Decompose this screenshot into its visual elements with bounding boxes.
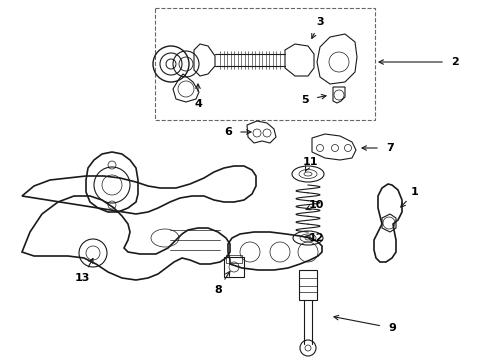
- Text: 11: 11: [302, 157, 318, 167]
- Text: 12: 12: [308, 233, 324, 243]
- Text: 9: 9: [388, 323, 396, 333]
- Text: 4: 4: [194, 99, 202, 109]
- Bar: [155, 8, 375, 120]
- Text: 8: 8: [214, 285, 222, 295]
- Text: 6: 6: [224, 127, 232, 137]
- Text: 13: 13: [74, 273, 90, 283]
- Text: 1: 1: [411, 187, 419, 197]
- Text: 5: 5: [301, 95, 309, 105]
- Text: 10: 10: [308, 200, 324, 210]
- Text: 7: 7: [386, 143, 394, 153]
- Text: 2: 2: [451, 57, 459, 67]
- Text: 3: 3: [316, 17, 324, 27]
